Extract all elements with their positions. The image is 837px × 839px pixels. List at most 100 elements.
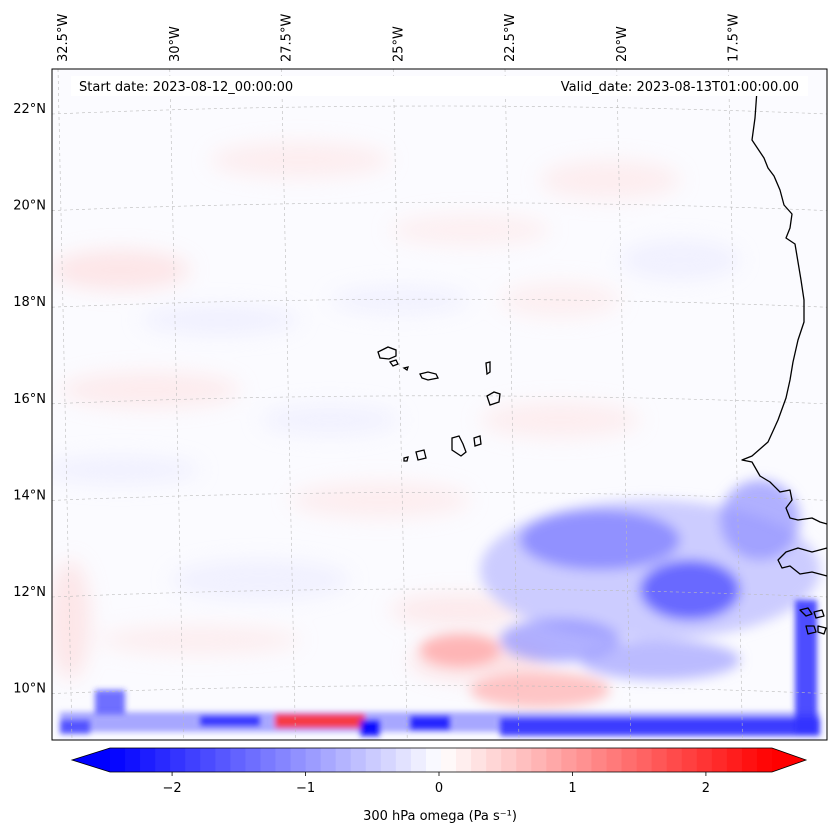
latitude-tick-label: 16°N: [13, 392, 46, 407]
colorbar-label: 300 hPa omega (Pa s⁻¹): [363, 809, 517, 824]
colorbar-swatch: [200, 748, 216, 772]
start-date-label: Start date: 2023-08-12_00:00:00: [79, 80, 293, 95]
colorbar-ticks: −2 −1 0 1 2: [163, 772, 710, 796]
meridian-gridline: [392, 69, 408, 740]
colorbar-swatch: [260, 748, 277, 772]
colorbar-swatch: [380, 748, 397, 772]
colorbar-swatch: [305, 748, 322, 772]
meridian-gridline: [281, 69, 296, 740]
colorbar-swatch: [681, 748, 698, 772]
colorbar-swatch: [756, 748, 773, 772]
colorbar-outline: [70, 747, 808, 773]
coastline: [741, 89, 828, 635]
island-maio: [473, 435, 482, 447]
colorbar-swatch: [245, 748, 262, 772]
parallel-gridline: [52, 202, 827, 211]
colorbar-swatch: [696, 748, 713, 772]
omega-field: [52, 142, 820, 736]
island-santiago: [451, 435, 467, 457]
african-coastline: [741, 89, 828, 525]
meridian-gridline: [728, 69, 743, 740]
colorbar-swatch: [215, 748, 231, 772]
colorbar-swatch: [741, 748, 758, 772]
colorbar-swatch: [140, 748, 156, 772]
colorbar-swatch: [110, 748, 126, 772]
colorbar-swatch: [471, 748, 487, 772]
colorbar-swatch: [666, 748, 683, 772]
island-fogo: [415, 449, 427, 461]
latitude-tick-label: 14°N: [13, 488, 46, 503]
parallel-gridline: [52, 685, 827, 694]
colorbar-swatch: [320, 748, 337, 772]
latitude-tick-label: 12°N: [13, 585, 46, 600]
longitude-tick-label: 30°W: [168, 26, 183, 62]
longitude-tick-label: 27.5°W: [280, 14, 295, 62]
colorbar-swatch: [125, 748, 141, 772]
island-brava: [403, 456, 409, 462]
colorbar-swatch: [185, 748, 201, 772]
parallel-gridline: [52, 588, 827, 598]
guinea-bissau-coast: [777, 547, 828, 577]
colorbar-swatch: [516, 748, 532, 772]
colorbar-swatch: [561, 748, 578, 772]
colorbar-swatch: [546, 748, 562, 772]
island-sal: [485, 361, 491, 376]
colorbar-swatch: [275, 748, 292, 772]
meridian-gridline: [504, 69, 520, 740]
colorbar: −2 −1 0 1 2 300 hPa omega (Pa s⁻¹): [70, 747, 808, 824]
latitude-tick-label: 20°N: [13, 199, 46, 214]
meridian-gridline: [616, 69, 632, 740]
island-santo-antao: [377, 346, 397, 360]
colorbar-swatch: [486, 748, 502, 772]
parallel-gridline: [52, 492, 827, 501]
map-frame: [51, 68, 828, 741]
colorbar-swatch: [170, 748, 186, 772]
colorbar-swatch: [365, 748, 382, 772]
island-sao-nicolau: [419, 371, 439, 381]
parallel-gridline: [52, 395, 827, 405]
meridian-gridline: [169, 69, 185, 740]
map-panel: Start date: 2023-08-12_00:00:00 Valid_da…: [51, 68, 828, 741]
longitude-tick-label: 25°W: [391, 26, 406, 62]
meridian-gridline: [57, 69, 73, 740]
colorbar-swatch: [651, 748, 668, 772]
colorbar-tick-label: 0: [435, 781, 443, 796]
colorbar-swatch: [636, 748, 653, 772]
island-boa-vista: [486, 391, 501, 406]
colorbar-swatch: [441, 748, 457, 772]
longitude-tick-label: 32.5°W: [56, 14, 71, 62]
colorbar-tick-label: −2: [163, 781, 182, 796]
colorbar-swatch: [591, 748, 608, 772]
colorbar-swatch: [290, 748, 307, 772]
colorbar-extend-high: [772, 748, 806, 772]
longitude-tick-label: 20°W: [615, 26, 630, 62]
colorbar-swatch: [230, 748, 247, 772]
colorbar-extend-low: [72, 748, 110, 772]
colorbar-swatch: [726, 748, 743, 772]
colorbar-swatch: [501, 748, 517, 772]
colorbar-swatch: [425, 748, 442, 772]
graticule-gridlines: [52, 69, 827, 740]
colorbar-swatch: [531, 748, 547, 772]
cape-verde-islands: [377, 346, 501, 462]
colorbar-swatches: [110, 748, 773, 772]
colorbar-swatch: [456, 748, 472, 772]
valid-date-label: Valid_date: 2023-08-13T01:00:00.00: [561, 80, 799, 95]
colorbar-tick-label: 2: [702, 781, 710, 796]
colorbar-swatch: [576, 748, 593, 772]
longitude-tick-label: 17.5°W: [727, 14, 742, 62]
parallel-gridline: [52, 298, 827, 308]
colorbar-swatch: [621, 748, 638, 772]
longitude-labels: 32.5°W 30°W 27.5°W 25°W 22.5°W 20°W 17.5°W: [56, 14, 742, 62]
bijagos-islands: [799, 607, 827, 635]
colorbar-swatch: [395, 748, 412, 772]
colorbar-swatch: [606, 748, 623, 772]
island-sao-vicente: [388, 359, 399, 367]
parallel-gridline: [52, 105, 827, 115]
longitude-tick-label: 22.5°W: [503, 14, 518, 62]
colorbar-tick-label: −1: [296, 781, 315, 796]
colorbar-swatch: [350, 748, 367, 772]
latitude-labels: 22°N 20°N 18°N 16°N 14°N 12°N 10°N: [13, 102, 46, 697]
latitude-tick-label: 18°N: [13, 295, 46, 310]
